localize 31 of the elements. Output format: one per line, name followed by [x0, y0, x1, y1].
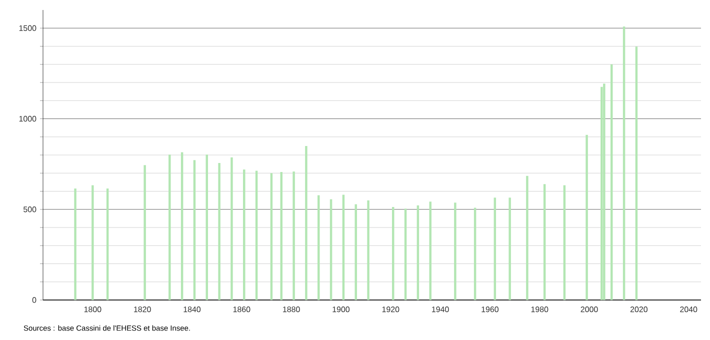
bar: [543, 184, 546, 300]
bar: [270, 173, 273, 300]
bar: [280, 172, 282, 300]
bar: [622, 26, 626, 300]
bar: [508, 198, 511, 300]
bar: [106, 188, 109, 300]
bar: [168, 154, 171, 300]
bar: [193, 160, 196, 300]
bar: [92, 185, 94, 300]
bar: [230, 157, 233, 300]
bar: [454, 202, 456, 300]
bar: [218, 162, 220, 300]
bar: [367, 200, 370, 300]
bar: [330, 199, 332, 300]
bar: [342, 194, 345, 300]
bar: [586, 134, 588, 300]
bar: [392, 207, 394, 300]
bar: [292, 171, 295, 300]
bar: [429, 202, 432, 300]
bar: [635, 46, 638, 300]
bar: [74, 188, 76, 300]
bar: [144, 165, 146, 300]
bar: [600, 86, 603, 300]
bar: [318, 195, 320, 300]
bar: [494, 198, 496, 300]
bar: [474, 208, 476, 300]
bar: [526, 176, 528, 300]
bar: [404, 208, 407, 300]
bar: [603, 84, 606, 300]
bar: [243, 170, 246, 300]
bar: [305, 146, 308, 300]
